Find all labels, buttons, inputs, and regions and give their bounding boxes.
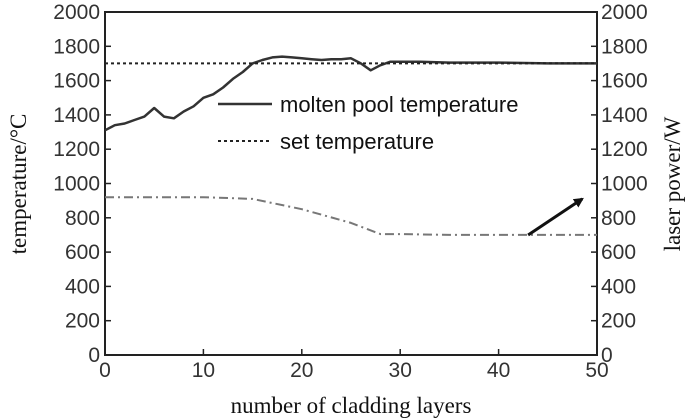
x-axis-ticks: 0 10 20 30 40 50 xyxy=(99,349,609,382)
left-y-axis-ticks: 0 200 400 600 800 1000 1200 1400 1600 1800 2000 xyxy=(53,1,111,367)
right-y-tick-label: 200 xyxy=(601,310,636,333)
legend-label-molten-pool-temperature: molten pool temperature xyxy=(280,92,518,117)
x-tick-label: 40 xyxy=(487,359,510,382)
right-y-axis-title: laser power/W xyxy=(660,116,685,251)
right-y-tick-label: 2000 xyxy=(601,1,648,24)
annotation-arrow xyxy=(527,197,584,237)
right-y-tick-label: 1000 xyxy=(601,173,648,196)
left-y-axis-title: temperature/°C xyxy=(6,114,31,255)
series-layer xyxy=(104,55,597,236)
x-tick-label: 50 xyxy=(585,359,608,382)
right-y-tick-label: 600 xyxy=(601,241,636,264)
left-y-tick-label: 1000 xyxy=(53,173,100,196)
x-tick-label: 0 xyxy=(99,359,111,382)
left-y-tick-label: 1600 xyxy=(53,70,100,93)
x-tick-label: 10 xyxy=(192,359,215,382)
series-line-laser-power xyxy=(105,196,597,236)
right-y-tick-label: 1200 xyxy=(601,138,648,161)
x-tick-label: 20 xyxy=(290,359,313,382)
left-y-tick-label: 200 xyxy=(65,310,100,333)
left-y-tick-label: 1200 xyxy=(53,138,100,161)
right-y-tick-label: 1600 xyxy=(601,70,648,93)
right-y-tick-label: 0 xyxy=(601,344,613,367)
left-y-tick-label: 0 xyxy=(88,344,100,367)
left-y-tick-label: 800 xyxy=(65,207,100,230)
series-line-molten-pool-temperature xyxy=(104,55,597,132)
x-tick-label: 30 xyxy=(389,359,412,382)
right-y-tick-label: 1800 xyxy=(601,35,648,58)
left-y-tick-label: 1400 xyxy=(53,104,100,127)
left-y-tick-label: 600 xyxy=(65,241,100,264)
x-axis-title: number of cladding layers xyxy=(231,393,472,418)
left-y-tick-label: 1800 xyxy=(53,35,100,58)
legend-label-set-temperature: set temperature xyxy=(280,129,434,154)
right-y-tick-label: 1400 xyxy=(601,104,648,127)
right-y-tick-label: 400 xyxy=(601,275,636,298)
right-y-axis-ticks: 0 200 400 600 800 1000 1200 1400 1600 1800 2000 xyxy=(591,1,648,367)
left-y-tick-label: 400 xyxy=(65,275,100,298)
right-y-tick-label: 800 xyxy=(601,207,636,230)
left-y-tick-label: 2000 xyxy=(53,1,100,24)
legend: molten pool temperature set temperature xyxy=(218,92,518,154)
